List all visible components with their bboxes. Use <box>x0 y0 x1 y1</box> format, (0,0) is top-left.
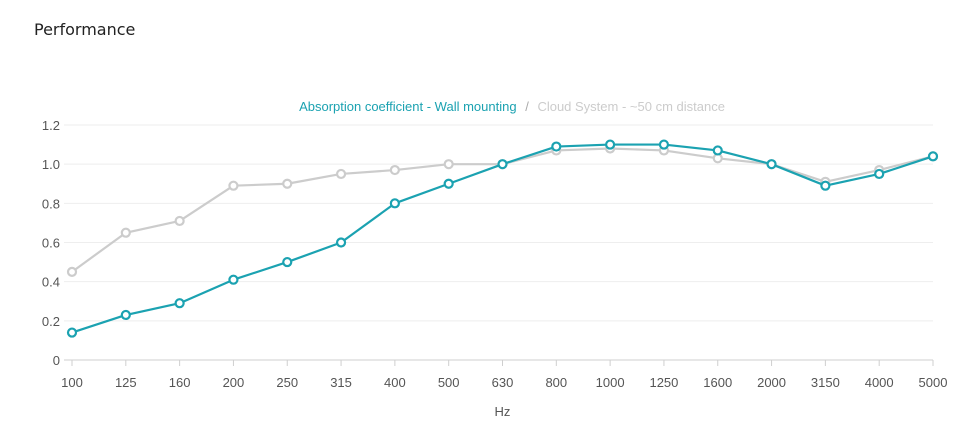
x-tick-label: 160 <box>169 375 191 390</box>
x-tick-label: 3150 <box>811 375 840 390</box>
series-wall-mounting[interactable] <box>66 139 939 338</box>
x-tick-label: 5000 <box>919 375 948 390</box>
x-tick-label: 100 <box>61 375 83 390</box>
data-point[interactable] <box>389 164 400 176</box>
y-tick-label: 0.6 <box>42 236 60 251</box>
x-tick-label: 1600 <box>703 375 732 390</box>
data-point[interactable] <box>551 141 562 152</box>
y-tick-label: 0.8 <box>42 196 60 211</box>
data-point[interactable] <box>443 159 454 170</box>
data-point[interactable] <box>120 309 131 321</box>
data-point[interactable] <box>66 327 78 338</box>
x-tick-label: 125 <box>115 375 137 390</box>
data-point[interactable] <box>605 139 616 150</box>
legend-separator: / <box>525 99 529 114</box>
y-tick-label: 0 <box>53 353 60 368</box>
x-tick-label: 630 <box>492 375 514 390</box>
x-tick-label: 315 <box>330 375 352 390</box>
data-point[interactable] <box>389 198 400 209</box>
data-point[interactable] <box>66 266 78 277</box>
data-point[interactable] <box>820 180 831 191</box>
data-point[interactable] <box>874 168 885 180</box>
data-point[interactable] <box>120 227 131 238</box>
data-point[interactable] <box>658 139 670 150</box>
series-layer <box>66 139 939 338</box>
data-point[interactable] <box>228 274 239 285</box>
x-tick-label: 2000 <box>757 375 786 390</box>
series-line <box>71 143 934 334</box>
data-point[interactable] <box>497 159 508 170</box>
x-tick-label: 250 <box>276 375 298 390</box>
data-point[interactable] <box>927 151 939 162</box>
legend-item-cloud-system[interactable]: Cloud System - ~50 cm distance <box>537 99 725 114</box>
y-axis-ticks: 0 0.2 0.4 0.6 0.8 1.0 1.2 <box>42 118 60 368</box>
x-tick-label: 1250 <box>649 375 678 390</box>
data-point[interactable] <box>228 180 239 191</box>
data-point[interactable] <box>712 145 723 156</box>
x-tick-label: 200 <box>223 375 245 390</box>
data-point[interactable] <box>174 215 185 227</box>
x-tick-label: 400 <box>384 375 406 390</box>
data-point[interactable] <box>335 168 347 180</box>
data-point[interactable] <box>335 237 347 248</box>
x-tick-label: 500 <box>438 375 460 390</box>
x-tick-label: 1000 <box>596 375 625 390</box>
data-point[interactable] <box>443 178 454 189</box>
x-tick-label: 4000 <box>865 375 894 390</box>
legend-item-wall-mounting[interactable]: Absorption coefficient - Wall mounting <box>299 99 517 114</box>
x-tick-label: 800 <box>545 375 567 390</box>
data-point[interactable] <box>766 159 777 170</box>
x-axis-ticks: 100 125 160 200 250 315 400 500 630 800 1000 1250 16… <box>61 360 947 390</box>
y-tick-label: 0.2 <box>42 314 60 329</box>
data-point[interactable] <box>282 178 293 189</box>
data-point[interactable] <box>282 256 293 268</box>
legend[interactable]: Absorption coefficient - Wall mounting /… <box>299 99 725 114</box>
y-tick-label: 0.4 <box>42 275 60 290</box>
page-title: Performance <box>34 20 136 39</box>
data-point[interactable] <box>174 298 185 309</box>
x-axis-label: Hz <box>495 404 511 419</box>
y-tick-label: 1.0 <box>42 157 60 172</box>
y-tick-label: 1.2 <box>42 118 60 133</box>
grid-lines <box>64 124 933 322</box>
